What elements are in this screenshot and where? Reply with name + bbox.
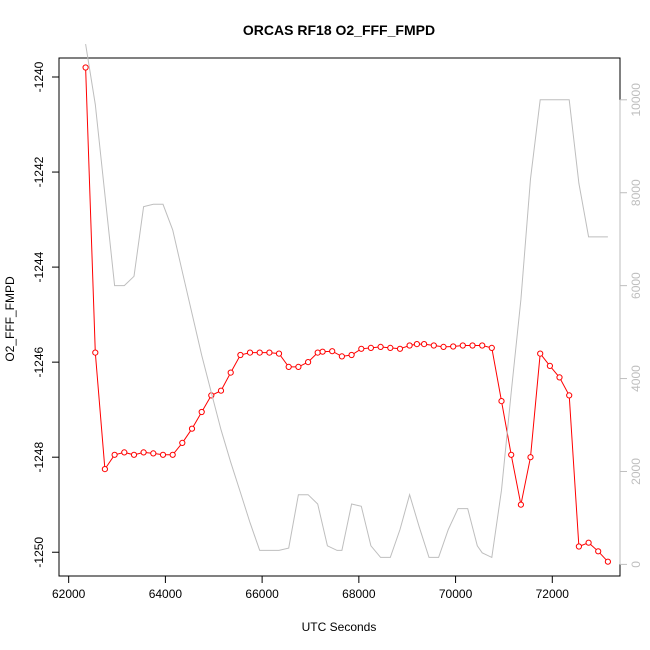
data-point [246,349,254,356]
data-point [188,425,196,432]
data-point [101,466,109,473]
data-point [367,344,374,351]
data-point [237,351,244,359]
data-point [179,439,186,446]
data-point [396,345,404,352]
data-point [498,398,505,405]
data-point [575,543,583,550]
data-point [319,348,326,355]
data-point [227,369,234,376]
y2-tick-label: 2000 [629,458,643,485]
y-tick-label: -1240 [32,61,46,92]
data-point [159,451,167,458]
data-point [338,353,345,360]
data-point [387,344,394,351]
data-point [150,450,157,457]
data-point [556,374,563,381]
data-point [595,548,602,555]
data-point [585,539,592,546]
data-point [256,349,263,356]
y-axis-title: O2_FFF_FMPD [3,276,17,362]
x-tick-label: 64000 [149,587,183,601]
x-tick-label: 68000 [342,587,376,601]
y2-tick-label: 8000 [629,179,643,206]
y2-tick-label: 6000 [629,272,643,299]
x-tick-label: 72000 [536,587,570,601]
x-tick-label: 62000 [52,587,86,601]
data-point [295,363,302,370]
data-point [169,451,176,458]
data-point [377,343,384,350]
data-point [459,342,466,349]
data-point [440,343,447,350]
y-tick-label: -1246 [32,346,46,377]
y2-tick-label: 4000 [629,365,643,392]
data-point [488,344,495,351]
data-point [421,341,428,348]
y2-tick-label: 0 [629,561,643,568]
y2-tick-label: 10000 [629,83,643,117]
data-point [450,343,457,350]
y-tick-label: -1250 [32,537,46,568]
x-tick-label: 70000 [439,587,473,601]
data-point [537,350,544,357]
data-point [546,362,554,369]
data-point [314,349,321,356]
plot-area: 62000 64000 66000 68000 70000 72000 -1240 -1242… [32,44,643,601]
data-point [517,501,525,508]
y-tick-label: -1242 [32,156,46,187]
data-point [121,449,128,456]
data-point [217,387,225,394]
data-point [527,454,534,461]
x-tick-label: 66000 [245,587,279,601]
data-point [92,349,99,356]
data-point [285,363,292,370]
data-point [469,342,476,349]
y-tick-label: -1244 [32,251,46,282]
data-point [305,359,312,366]
data-point [111,451,118,458]
data-point [130,451,138,458]
data-point [604,558,612,565]
data-point [566,392,573,399]
data-point [413,341,420,348]
data-point [275,350,283,357]
data-point [266,349,273,356]
data-point [198,408,205,416]
x-axis-title: UTC Seconds [302,620,377,634]
data-point [348,351,355,359]
data-point [508,451,515,458]
data-point [406,342,413,349]
y-tick-label: -1248 [32,442,46,473]
chart-title: ORCAS RF18 O2_FFF_FMPD [243,22,435,38]
data-point [140,449,147,456]
data-point [430,342,437,349]
secondary-series-line [85,44,608,559]
data-point [479,342,486,349]
data-point [329,348,336,355]
data-point [82,64,89,71]
data-point [358,345,365,352]
